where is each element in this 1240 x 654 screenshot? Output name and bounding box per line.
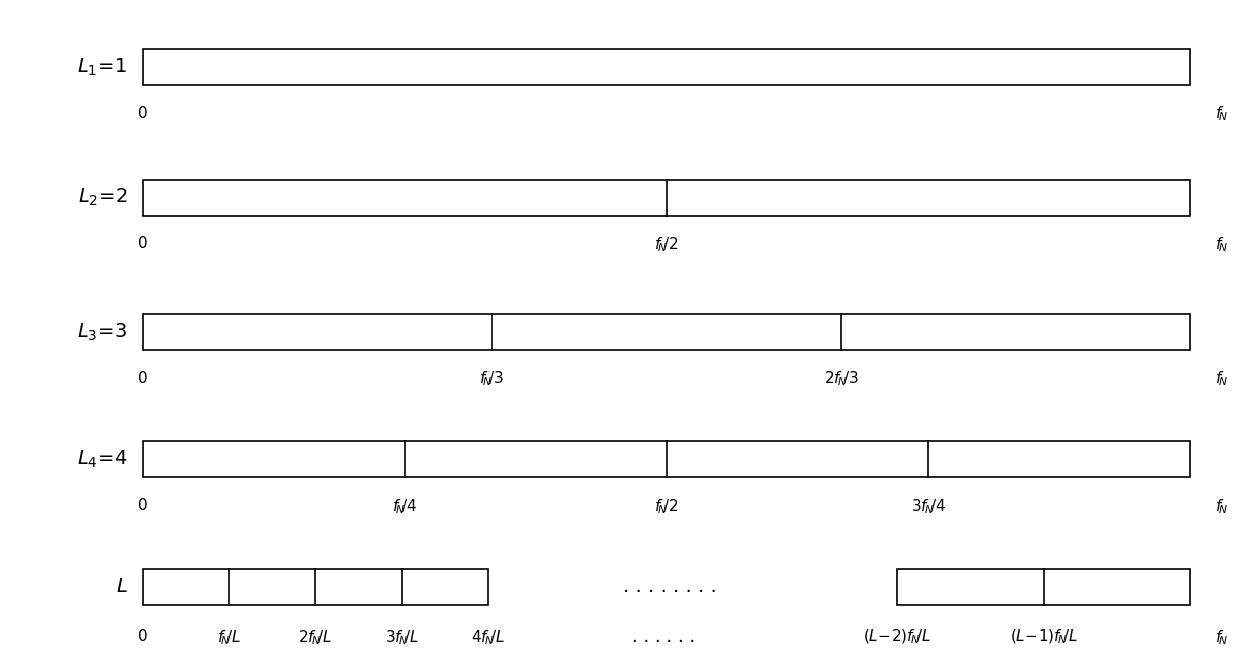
Text: $f_{\!N}$: $f_{\!N}$: [1215, 105, 1228, 124]
Text: $0$: $0$: [138, 235, 148, 251]
Text: $f_{\!N}\!/2$: $f_{\!N}\!/2$: [655, 235, 678, 254]
Text: $L_1\!=\!1$: $L_1\!=\!1$: [77, 56, 128, 78]
Bar: [897, 569, 1190, 605]
Text: $2f_{\!N}\!/3$: $2f_{\!N}\!/3$: [825, 370, 859, 388]
Text: $L_3\!=\!3$: $L_3\!=\!3$: [77, 321, 128, 343]
Text: $f_{\!N}\!/3$: $f_{\!N}\!/3$: [479, 370, 505, 388]
Text: $0$: $0$: [138, 497, 148, 513]
Bar: [143, 569, 489, 605]
Text: $(L\!-\!2)f_{\!N}\!/L$: $(L\!-\!2)f_{\!N}\!/L$: [863, 628, 931, 646]
Text: $L$: $L$: [117, 577, 128, 596]
Bar: [143, 49, 1190, 85]
Text: $f_{\!N}$: $f_{\!N}$: [1215, 235, 1228, 254]
Text: $2f_{\!N}\!/L$: $2f_{\!N}\!/L$: [299, 628, 332, 647]
Text: $L_4\!=\!4$: $L_4\!=\!4$: [77, 449, 128, 470]
Text: $f_{\!N}$: $f_{\!N}$: [1215, 628, 1228, 647]
Text: $(L\!-\!1)f_{\!N}\!/L$: $(L\!-\!1)f_{\!N}\!/L$: [1009, 628, 1078, 646]
Bar: [143, 314, 1190, 350]
Text: $f_{\!N}\!/L$: $f_{\!N}\!/L$: [217, 628, 242, 647]
Bar: [143, 180, 1190, 216]
Text: . . . . . . . .: . . . . . . . .: [622, 577, 717, 596]
Text: $0$: $0$: [138, 370, 148, 385]
Bar: [143, 441, 1190, 477]
Text: $f_{\!N}\!/2$: $f_{\!N}\!/2$: [655, 497, 678, 516]
Text: $f_{\!N}$: $f_{\!N}$: [1215, 497, 1228, 516]
Text: $f_{\!N}\!/4$: $f_{\!N}\!/4$: [392, 497, 418, 516]
Text: $0$: $0$: [138, 628, 148, 644]
Text: $4f_{\!N}\!/L$: $4f_{\!N}\!/L$: [471, 628, 506, 647]
Text: $3f_{\!N}\!/L$: $3f_{\!N}\!/L$: [384, 628, 419, 647]
Text: . . . . . .: . . . . . .: [631, 628, 696, 646]
Text: $3f_{\!N}\!/4$: $3f_{\!N}\!/4$: [911, 497, 946, 516]
Text: $L_2\!=\!2$: $L_2\!=\!2$: [78, 187, 128, 209]
Text: $0$: $0$: [138, 105, 148, 120]
Text: $f_{\!N}$: $f_{\!N}$: [1215, 370, 1228, 388]
